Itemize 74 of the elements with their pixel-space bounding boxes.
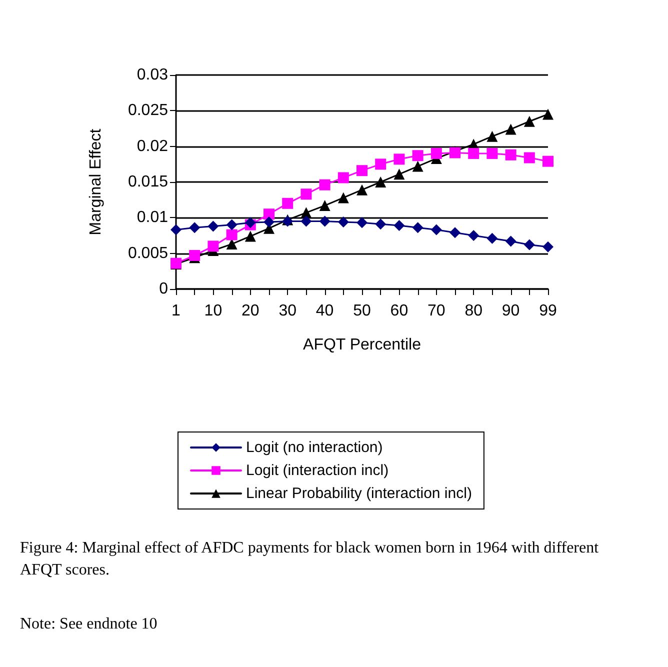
y-tick-label: 0.02 <box>136 138 168 155</box>
point <box>189 250 200 261</box>
point <box>208 220 219 232</box>
x-tick-label: 1 <box>172 302 181 320</box>
point <box>412 150 424 162</box>
point <box>524 152 535 164</box>
x-axis-title: AFQT Percentile <box>303 336 422 354</box>
legend-label: Linear Probability (interaction incl) <box>246 485 472 502</box>
x-tick-label: 10 <box>204 302 222 320</box>
y-tick-label: 0.005 <box>128 244 168 262</box>
point <box>524 116 535 127</box>
x-tick-label: 99 <box>539 302 557 320</box>
point <box>319 216 330 227</box>
y-axis-title: Marginal Effect <box>88 128 104 236</box>
x-tick-label: 20 <box>242 302 260 320</box>
y-tick-label: 0.03 <box>136 66 168 84</box>
point <box>542 241 554 252</box>
point <box>282 198 294 209</box>
point <box>264 216 274 228</box>
point <box>226 229 238 240</box>
x-tick-label: 50 <box>353 302 371 320</box>
point <box>486 130 498 142</box>
x-tick-label: 70 <box>428 302 446 320</box>
x-tick-label: 80 <box>464 302 483 320</box>
point <box>375 218 386 230</box>
point <box>505 124 516 135</box>
point <box>338 216 349 228</box>
point <box>338 172 349 184</box>
y-tick-label: 0.01 <box>136 209 168 226</box>
legend-label: Logit (interaction incl) <box>246 462 389 479</box>
point <box>542 156 554 167</box>
point <box>524 239 535 250</box>
point <box>264 208 274 220</box>
point <box>244 230 256 242</box>
point <box>356 184 368 196</box>
point <box>300 188 312 200</box>
point <box>394 154 405 165</box>
point <box>450 227 460 238</box>
point <box>430 224 442 236</box>
x-tick-label: 40 <box>316 302 334 320</box>
point <box>375 158 386 170</box>
point <box>319 179 330 190</box>
caption: Figure 4: Marginal effect of AFDC payments for black women born in 1964 with different AFQT scores. <box>20 540 603 578</box>
point <box>170 224 182 236</box>
point <box>394 220 405 232</box>
legend-label: Logit (no interaction) <box>246 439 383 456</box>
point <box>356 165 368 176</box>
x-tick-label: 90 <box>502 302 520 320</box>
point <box>486 148 498 159</box>
point <box>226 238 238 250</box>
text: Note: See endnote 10 <box>20 616 158 632</box>
point <box>338 192 349 204</box>
x-tick-label: 60 <box>390 302 408 320</box>
point <box>226 219 238 230</box>
point <box>356 217 368 228</box>
point <box>468 148 480 159</box>
point <box>208 240 219 252</box>
y-tick-label: 0.015 <box>128 174 168 190</box>
y-tick-label: 0.025 <box>128 102 168 120</box>
point <box>300 216 312 227</box>
point <box>412 222 424 234</box>
point <box>486 232 498 244</box>
point <box>505 236 516 247</box>
point <box>189 222 200 234</box>
x-tick-label: 30 <box>278 302 297 320</box>
point <box>468 230 480 241</box>
point <box>505 149 516 160</box>
point <box>375 176 386 188</box>
point <box>542 108 554 120</box>
point <box>319 200 330 212</box>
y-tick-label: 0 <box>159 280 168 298</box>
point <box>430 148 442 159</box>
point <box>394 168 405 180</box>
point <box>412 160 424 172</box>
